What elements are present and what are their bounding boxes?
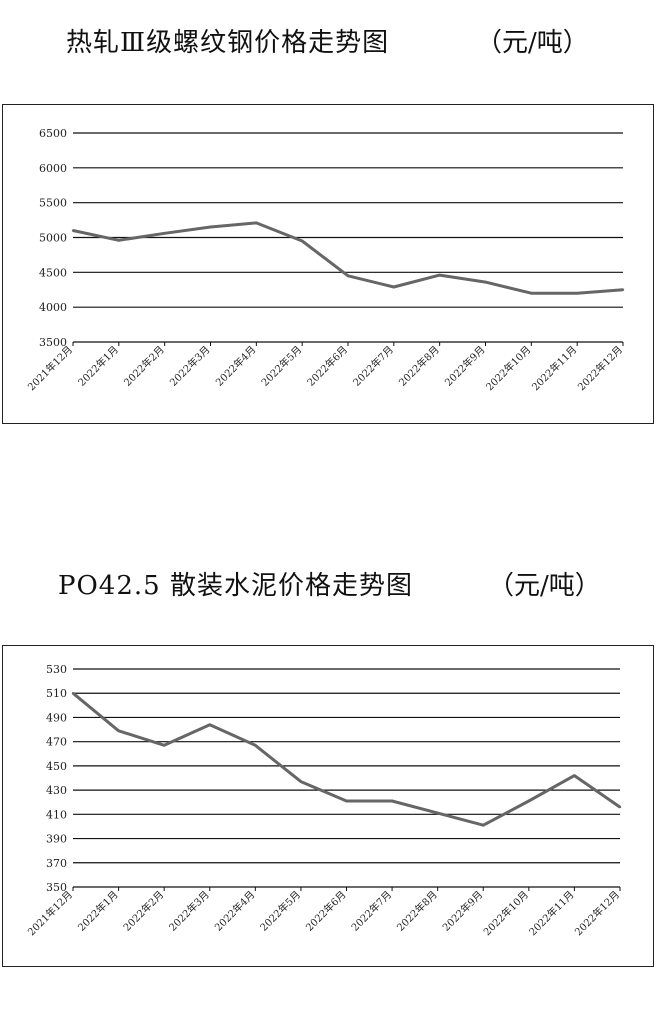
chart1-title: 热轧Ⅲ级螺纹钢价格走势图 (66, 28, 390, 58)
chart2-data-point (208, 723, 211, 726)
chart1-data-point (621, 288, 625, 291)
chart1-data-point (346, 274, 350, 278)
chart2-data-point (390, 799, 394, 803)
chart2-y-tick-label: 510 (46, 687, 67, 700)
chart2-x-tick-label: 2022年4月 (212, 888, 258, 934)
chart1-data-point (392, 285, 396, 289)
chart2-data-point (618, 805, 622, 809)
chart2-data-point (162, 744, 166, 747)
chart2-y-tick-label: 370 (46, 857, 67, 870)
chart1-x-tick-label: 2022年5月 (258, 343, 304, 389)
chart2-x-tick-label: 2022年12月 (572, 888, 622, 938)
chart2-data-point (573, 774, 576, 777)
chart2-x-tick-label: 2022年2月 (120, 888, 166, 934)
chart1-data-point (530, 292, 533, 295)
chart1-x-tick-label: 2022年3月 (167, 343, 213, 389)
chart2-x-tick-label: 2022年5月 (257, 888, 303, 934)
chart1-y-tick-label: 5000 (39, 232, 67, 245)
chart2-x-tick-label: 2022年9月 (440, 888, 486, 934)
chart2-data-point (436, 811, 439, 815)
chart1-y-tick-label: 6000 (39, 162, 67, 175)
chart1-series-line (72, 221, 624, 295)
chart2-y-tick-label: 430 (46, 784, 67, 797)
chart1-data-point (575, 292, 579, 295)
chart1-frame: 3500 4000 4500 5000 5500 6000 6500 2021年12月 2022… (2, 104, 654, 424)
chart1-y-tick-label: 4000 (39, 301, 67, 314)
chart2-x-tick-label: 2022年3月 (166, 888, 212, 934)
chart2-series-line (72, 692, 621, 827)
chart2-unit: （元/吨） (488, 571, 601, 601)
chart1-x-tick-label: 2022年7月 (350, 343, 396, 389)
chart1-data-point (438, 273, 441, 277)
chart1-data-point (300, 239, 304, 243)
chart1-unit: （元/吨） (476, 28, 589, 58)
chart2-title-row: PO42.5 散装水泥价格走势图 （元/吨） (0, 565, 658, 605)
chart1-data-point (209, 225, 212, 229)
chart2-data-point (117, 729, 120, 732)
chart2-data-point (482, 824, 485, 827)
chart1-x-tick-label: 2022年12月 (575, 343, 625, 393)
chart1-y-tick-label: 4500 (39, 266, 67, 279)
chart1-data-point (163, 232, 166, 235)
chart1-x-tick-label: 2022年4月 (213, 343, 259, 389)
chart2-x-tick-label: 2022年6月 (303, 888, 349, 934)
chart1-y-tick-label: 5500 (39, 197, 67, 210)
chart2-frame: 350 370 390 410 430 450 470 490 510 530 2021年12月 20… (2, 645, 654, 967)
chart1-y-tick-label: 3500 (39, 336, 67, 349)
chart1-data-point (117, 239, 121, 242)
chart2-y-tick-label: 490 (46, 711, 67, 724)
chart2-y-tick-label: 390 (46, 833, 67, 846)
chart2-title: PO42.5 散装水泥价格走势图 (58, 571, 413, 601)
chart1-x-tick-label: 2022年10月 (483, 343, 533, 393)
chart2-data-point (71, 692, 75, 695)
chart1-x-tick-label: 2022年1月 (75, 343, 121, 389)
chart1-data-point (255, 221, 258, 225)
chart1-x-tick-label: 2022年11月 (529, 343, 579, 393)
chart2-x-tick-label: 2022年10月 (481, 888, 531, 938)
chart2-x-tick-label: 2022年1月 (75, 888, 121, 934)
chart1-x-tick-label: 2022年2月 (121, 343, 167, 389)
chart1-y-tick-label: 6500 (39, 127, 67, 140)
chart1-data-point (484, 280, 487, 284)
chart1-title-row: 热轧Ⅲ级螺纹钢价格走势图 （元/吨） (0, 22, 658, 62)
chart2-x-tick-label: 2022年11月 (526, 888, 576, 938)
chart2-y-tick-label: 350 (46, 881, 67, 894)
chart2-y-tick-label: 450 (46, 760, 67, 773)
chart1-x-tick-label: 2022年9月 (442, 343, 488, 389)
chart2-y-tick-label: 410 (46, 808, 67, 821)
chart2-y-tick-label: 470 (46, 736, 67, 749)
chart1-data-point (71, 229, 75, 232)
chart1-x-tick-label: 2022年6月 (304, 343, 350, 389)
chart2-data-point (345, 799, 348, 803)
chart2-y-tick-label: 530 (46, 663, 67, 676)
chart1-x-tick-label: 2022年8月 (396, 343, 442, 389)
chart2-x-tick-label: 2022年7月 (348, 888, 394, 934)
chart1-x-tick-label: 2021年12月 (25, 343, 75, 393)
chart2-x-tick-label: 2021年12月 (25, 888, 75, 938)
chart2-x-tick-label: 2022年8月 (394, 888, 440, 934)
chart2-data-point (254, 744, 257, 747)
chart2-data-point (299, 780, 303, 783)
chart2-data-point (527, 799, 531, 803)
